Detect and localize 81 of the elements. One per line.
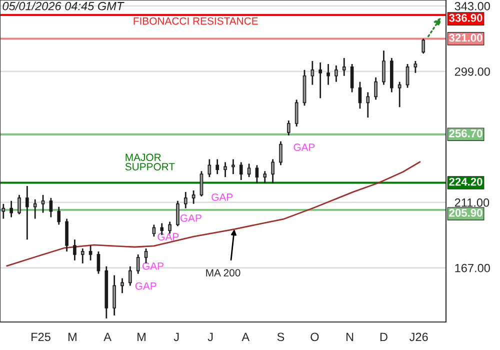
ref-line-label: 321.00 — [449, 34, 482, 42]
candlestick — [255, 164, 259, 184]
candlestick — [57, 206, 61, 226]
x-tick-label: J — [174, 332, 179, 342]
y-tick-label: 343.00 — [454, 2, 490, 10]
x-tick-label: S — [277, 332, 284, 342]
x-tick-label: N — [346, 332, 354, 341]
annotation: GAP — [142, 262, 164, 270]
y-tick-label: 299.00 — [454, 67, 490, 76]
x-tick-label: M — [68, 332, 76, 341]
candlestick — [152, 224, 156, 238]
candlestick — [334, 64, 338, 83]
annotation: GAP — [294, 144, 315, 151]
annotation: 05/01/2026 04:45 GMT — [2, 2, 124, 10]
y-tick-label: 211.00 — [454, 198, 490, 207]
candlestick — [271, 158, 274, 184]
annotation: GAP — [212, 193, 233, 201]
candlestick — [374, 76, 378, 100]
annotation: MAJOR SUPPORT — [125, 154, 175, 170]
ref-line-label: 205.90 — [449, 208, 482, 217]
candlestick — [414, 60, 418, 74]
x-tick-label: F25 — [32, 332, 50, 342]
x-tick-label: A — [104, 332, 112, 341]
candlestick — [263, 170, 267, 184]
candlestick — [239, 161, 243, 181]
candlestick — [200, 170, 204, 198]
annotation: GAP — [158, 233, 179, 240]
candlestick — [318, 62, 322, 99]
candlestick — [49, 197, 53, 218]
candlestick — [168, 221, 172, 234]
candlestick — [80, 248, 84, 264]
candlestick — [310, 60, 314, 86]
candlestick — [366, 92, 370, 118]
candlestick — [26, 185, 29, 240]
candlestick — [88, 244, 92, 262]
y-tick-label: 167.00 — [455, 264, 490, 272]
candlestick — [10, 200, 13, 218]
candlestick — [232, 158, 235, 175]
x-tick-label: O — [310, 332, 319, 342]
candlestick — [176, 200, 180, 227]
ref-line-label: 224.20 — [449, 178, 482, 186]
candlestick — [73, 238, 76, 262]
candlestick — [286, 120, 290, 136]
ref-line-label: 336.90 — [449, 14, 482, 22]
candlestick — [224, 161, 227, 178]
x-tick-label: D — [380, 332, 388, 341]
annotation: MA 200 — [206, 269, 240, 276]
candlestick — [342, 57, 346, 77]
candlestick — [294, 99, 298, 128]
candlestick — [120, 278, 124, 294]
x-tick-label: J — [208, 332, 213, 342]
x-tick-label: J26 — [410, 332, 428, 342]
candlestick — [136, 254, 140, 274]
ref-line-label: 256.70 — [449, 129, 482, 138]
x-tick-label: A — [242, 332, 250, 341]
candlestick — [208, 158, 212, 178]
candlestick — [144, 248, 148, 264]
candlestick — [326, 63, 330, 86]
candlestick — [279, 140, 282, 166]
candlestick — [112, 274, 116, 316]
candlestick — [382, 50, 386, 86]
candlestick — [184, 191, 188, 210]
candlestick — [2, 203, 6, 220]
candlestick — [398, 81, 402, 108]
x-tick-label: M — [138, 332, 146, 341]
annotation: FIBONACCI RESISTANCE — [134, 17, 258, 25]
candlestick — [128, 266, 132, 286]
candlestick — [406, 63, 410, 88]
candlestick — [18, 194, 21, 215]
annotation: GAP — [135, 282, 156, 290]
candlestick — [247, 162, 251, 178]
candlestick — [422, 38, 426, 54]
candlestick — [350, 63, 354, 93]
candlestick — [216, 158, 220, 175]
candlestick — [41, 194, 45, 214]
annotation: GAP — [180, 214, 202, 222]
candlestick — [65, 218, 68, 252]
candlestick — [96, 250, 100, 274]
candlestick — [358, 81, 362, 110]
candlestick — [192, 190, 196, 205]
candlestick — [33, 198, 37, 220]
